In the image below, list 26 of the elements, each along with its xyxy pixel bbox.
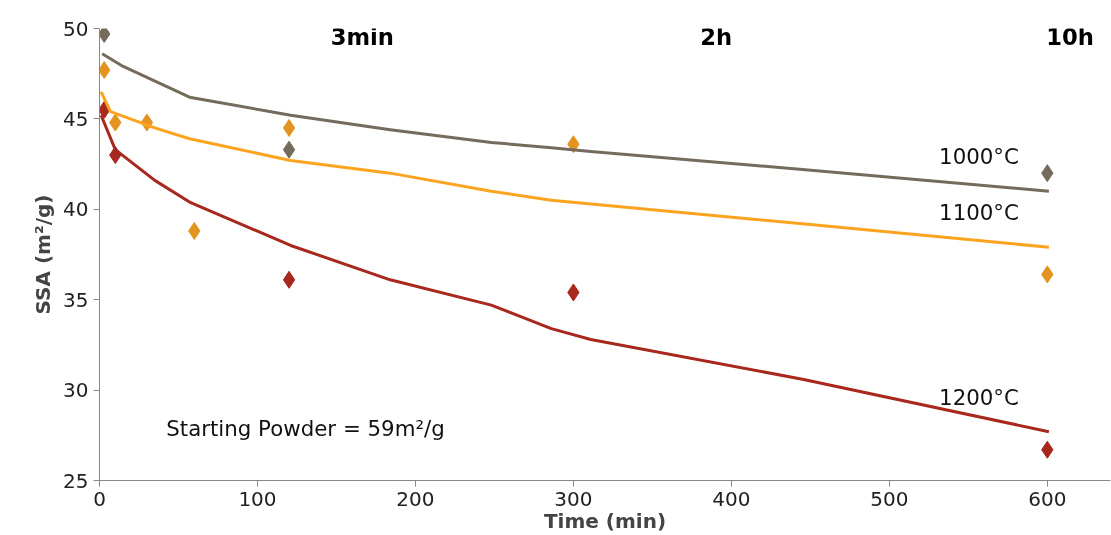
y-tick-label: 45 xyxy=(63,106,89,131)
point xyxy=(282,118,296,137)
x-tick-label: 600 xyxy=(1028,486,1067,511)
x-tick-label: 300 xyxy=(554,486,593,511)
annotation: Starting Powder = 59m²/g xyxy=(166,416,445,442)
y-tick-label: 50 xyxy=(63,16,89,41)
point xyxy=(282,140,296,159)
y-tick-label: 30 xyxy=(63,378,89,403)
point xyxy=(282,270,296,289)
y-tick-label: 40 xyxy=(63,197,89,222)
x-tick-label: 0 xyxy=(93,486,106,511)
series-label: 1000°C xyxy=(939,144,1019,170)
line-series xyxy=(99,90,1051,249)
series-label: 1200°C xyxy=(939,384,1019,410)
line-series xyxy=(100,52,1051,193)
y-tick-label: 25 xyxy=(63,468,89,493)
point xyxy=(188,222,201,240)
x-tick-label: 100 xyxy=(238,486,277,511)
series-label: 1100°C xyxy=(939,200,1019,226)
y-tick-label: 35 xyxy=(63,287,89,312)
x-tick-label: 500 xyxy=(870,486,909,511)
x-axis-title: Time (min) xyxy=(543,508,667,533)
x-tick-label: 400 xyxy=(712,486,751,511)
x-tick-label: 200 xyxy=(396,486,435,511)
point xyxy=(99,28,111,43)
y-axis-title: SSA (m²/g) xyxy=(31,194,56,315)
